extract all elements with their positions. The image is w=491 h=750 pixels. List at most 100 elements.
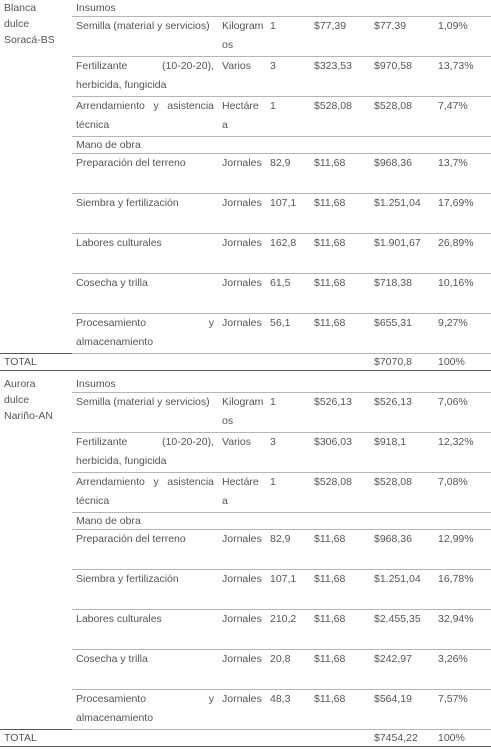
section-label: Insumos [72,0,491,17]
percent-cell: 13,7% [434,153,491,194]
unit-cost-cell: $11,68 [310,529,370,570]
quantity-cell: 1 [266,392,310,433]
quantity-cell: 3 [266,56,310,97]
unit-cell: Jornales [218,313,266,354]
section-row: Mano de obra [0,136,491,154]
total-label: TOTAL [0,729,72,747]
percent-cell: 12,32% [434,432,491,473]
unit-cell: Varios [218,56,266,97]
unit-cost-cell: $11,68 [310,609,370,650]
total-cell: $918,1 [370,432,434,473]
quantity-cell: 162,8 [266,233,310,274]
total-cell: $526,13 [370,392,434,433]
unit-cost-cell: $528,08 [310,96,370,137]
percent-cell: 32,94% [434,609,491,650]
total-cell: $528,08 [370,472,434,513]
total-cell: $718,38 [370,273,434,314]
percent-cell: 13,73% [434,56,491,97]
item-cell: Preparación del terreno [72,153,218,194]
item-cell: Labores culturales [72,233,218,274]
unit-cell: Kilogramos [218,16,266,57]
unit-cell: Jornales [218,609,266,650]
percent-cell: 17,69% [434,193,491,234]
total-cell: $970,58 [370,56,434,97]
item-cell: Siembra y fertilización [72,569,218,610]
percent-cell: 16,78% [434,569,491,610]
empty-cell [72,353,370,371]
percent-cell: 12,99% [434,529,491,570]
variety-cell: Blanca dulce Soracá-BS [0,0,72,354]
data-row: Arrendamiento y asistencia técnica Hectár… [0,472,491,513]
unit-cell: Jornales [218,649,266,690]
quantity-cell: 1 [266,96,310,137]
quantity-cell: 82,9 [266,153,310,194]
variety-name: Blanca dulce Soracá-BS [4,2,55,46]
total-percent: 100% [434,729,491,747]
data-row: Procesamiento y almacenamiento Jornales 56… [0,313,491,354]
data-row: Labores culturales Jornales 162,8 $11,68 $1.… [0,233,491,274]
percent-cell: 9,27% [434,313,491,354]
unit-cost-cell: $11,68 [310,569,370,610]
item-cell: Preparación del terreno [72,529,218,570]
unit-cost-cell: $11,68 [310,689,370,730]
unit-cost-cell: $323,53 [310,56,370,97]
section-label: Mano de obra [72,512,491,530]
data-row: Fertilizante (10-20-20), herbicida, fung… [0,56,491,97]
variety-name: Aurora dulce Nariño-AN [4,378,54,422]
unit-cost-cell: $77,39 [310,16,370,57]
data-row: Siembra y fertilización Jornales 107,1 $11,… [0,193,491,234]
item-cell: Cosecha y trilla [72,273,218,314]
empty-cell [72,729,370,747]
unit-cell: Hectárea [218,96,266,137]
total-label: TOTAL [0,353,72,371]
percent-cell: 1,09% [434,16,491,57]
total-cell: $968,36 [370,529,434,570]
total-row: TOTAL $7454,22 100% [0,729,491,747]
unit-cost-cell: $11,68 [310,153,370,194]
unit-cell: Jornales [218,529,266,570]
data-row: Semilla (material y servicios) Kilogramos… [0,392,491,433]
total-cell: $242,97 [370,649,434,690]
total-row: TOTAL $7070,8 100% [0,353,491,371]
total-cell: $564,19 [370,689,434,730]
quantity-cell: 210,2 [266,609,310,650]
item-cell: Cosecha y trilla [72,649,218,690]
data-row: Labores culturales Jornales 210,2 $11,68 $2.… [0,609,491,650]
data-row: Siembra y fertilización Jornales 107,1 $11,… [0,569,491,610]
percent-cell: 7,47% [434,96,491,137]
total-cell: $2.455,35 [370,609,434,650]
unit-cell: Kilogramos [218,392,266,433]
percent-cell: 7,57% [434,689,491,730]
unit-cost-cell: $11,68 [310,649,370,690]
item-cell: Fertilizante (10-20-20), herbicida, fung… [72,56,218,97]
section-label: Insumos [72,376,491,393]
quantity-cell: 1 [266,16,310,57]
item-cell: Procesamiento y almacenamiento [72,313,218,354]
unit-cost-cell: $11,68 [310,193,370,234]
unit-cell: Jornales [218,193,266,234]
total-cell: $1.251,04 [370,569,434,610]
unit-cell: Varios [218,432,266,473]
data-row: Semilla (material y servicios) Kilogramos… [0,16,491,57]
total-cell: $655,31 [370,313,434,354]
percent-cell: 26,89% [434,233,491,274]
data-row: Fertilizante (10-20-20), herbicida, fung… [0,432,491,473]
unit-cost-cell: $526,13 [310,392,370,433]
quantity-cell: 20,8 [266,649,310,690]
quantity-cell: 107,1 [266,193,310,234]
variety-cell: Aurora dulce Nariño-AN [0,376,72,730]
item-cell: Arrendamiento y asistencia técnica [72,96,218,137]
unit-cell: Jornales [218,233,266,274]
item-cell: Semilla (material y servicios) [72,392,218,433]
quantity-cell: 1 [266,472,310,513]
item-cell: Procesamiento y almacenamiento [72,689,218,730]
item-cell: Siembra y fertilización [72,193,218,234]
unit-cell: Jornales [218,569,266,610]
data-row: Preparación del terreno Jornales 82,9 $11,6… [0,529,491,570]
unit-cell: Jornales [218,689,266,730]
data-row: Preparación del terreno Jornales 82,9 $11,6… [0,153,491,194]
item-cell: Labores culturales [72,609,218,650]
section-label: Mano de obra [72,136,491,154]
